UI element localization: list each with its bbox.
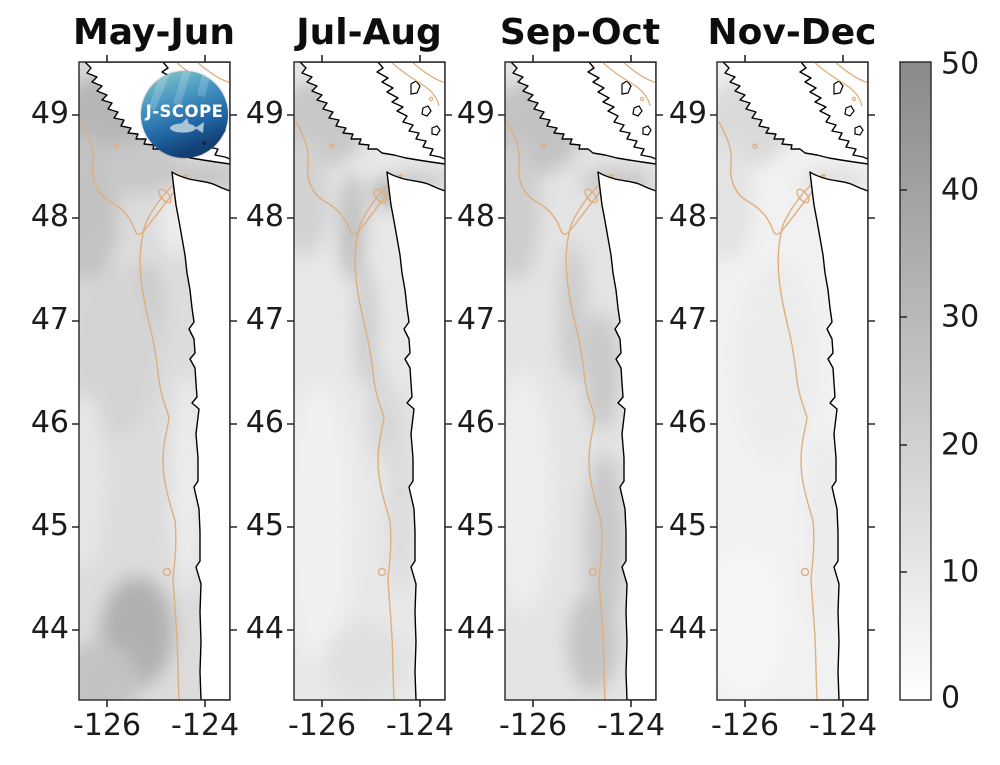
lat-tick-label: 48 bbox=[668, 199, 707, 235]
lat-tick-label: 46 bbox=[245, 405, 284, 441]
lat-tick-label: 45 bbox=[668, 508, 707, 544]
lat-tick-label: 48 bbox=[30, 199, 69, 235]
lon-tick-label: -124 bbox=[808, 708, 878, 743]
colorbar-tick-label: 50 bbox=[941, 46, 980, 82]
lat-tick-label: 45 bbox=[456, 508, 495, 544]
panel-title-may-jun: May-Jun bbox=[72, 12, 236, 53]
lat-tick-label: 48 bbox=[456, 199, 495, 235]
lon-tick-label: -124 bbox=[596, 708, 666, 743]
lat-tick-label: 49 bbox=[245, 96, 284, 132]
lat-tick-label: 44 bbox=[668, 611, 707, 647]
panel-title-nov-dec: Nov-Dec bbox=[707, 12, 877, 53]
colorbar-tick-label: 0 bbox=[941, 680, 961, 716]
lat-tick-label: 45 bbox=[245, 508, 284, 544]
lat-tick-label: 47 bbox=[668, 302, 707, 338]
lat-tick-label: 49 bbox=[456, 96, 495, 132]
lat-tick-label: 44 bbox=[456, 611, 495, 647]
map-panel-sep-oct bbox=[505, 62, 656, 700]
lon-tick-label: -126 bbox=[710, 708, 780, 743]
map-panel-jul-aug bbox=[294, 62, 445, 700]
lon-tick-label: -126 bbox=[498, 708, 568, 743]
panel-title-jul-aug: Jul-Aug bbox=[296, 12, 442, 53]
lat-tick-label: 47 bbox=[30, 302, 69, 338]
lat-tick-label: 44 bbox=[30, 611, 69, 647]
lon-tick-label: -124 bbox=[170, 708, 240, 743]
map-panel-may-jun bbox=[79, 62, 230, 700]
lat-tick-label: 46 bbox=[456, 405, 495, 441]
lat-tick-label: 49 bbox=[30, 96, 69, 132]
colorbar-tick-label: 30 bbox=[941, 299, 980, 335]
light-rays bbox=[149, 71, 211, 111]
jscope-logo-art: J-SCOPE bbox=[141, 71, 228, 158]
small-fish-icon bbox=[202, 141, 206, 145]
lon-tick-label: -126 bbox=[72, 708, 142, 743]
lon-tick-label: -124 bbox=[385, 708, 455, 743]
lat-tick-label: 49 bbox=[668, 96, 707, 132]
colorbar bbox=[899, 61, 932, 701]
colorbar-tick-label: 40 bbox=[941, 172, 980, 208]
lat-tick-label: 48 bbox=[245, 199, 284, 235]
lat-tick-label: 47 bbox=[245, 302, 284, 338]
lat-tick-label: 46 bbox=[668, 405, 707, 441]
colorbar-ticks bbox=[900, 189, 907, 573]
colorbar-tick-label: 10 bbox=[941, 554, 980, 590]
fish-icon bbox=[170, 118, 204, 133]
map-panel-nov-dec bbox=[717, 62, 868, 700]
jscope-logo-text: J-SCOPE bbox=[145, 102, 224, 121]
colorbar-tick-label: 20 bbox=[941, 427, 980, 463]
lat-tick-label: 45 bbox=[30, 508, 69, 544]
lon-tick-label: -126 bbox=[287, 708, 357, 743]
lat-tick-label: 47 bbox=[456, 302, 495, 338]
lat-tick-label: 44 bbox=[245, 611, 284, 647]
lat-tick-label: 46 bbox=[30, 405, 69, 441]
panel-title-sep-oct: Sep-Oct bbox=[499, 12, 661, 53]
jscope-logo: J-SCOPE bbox=[141, 71, 228, 158]
